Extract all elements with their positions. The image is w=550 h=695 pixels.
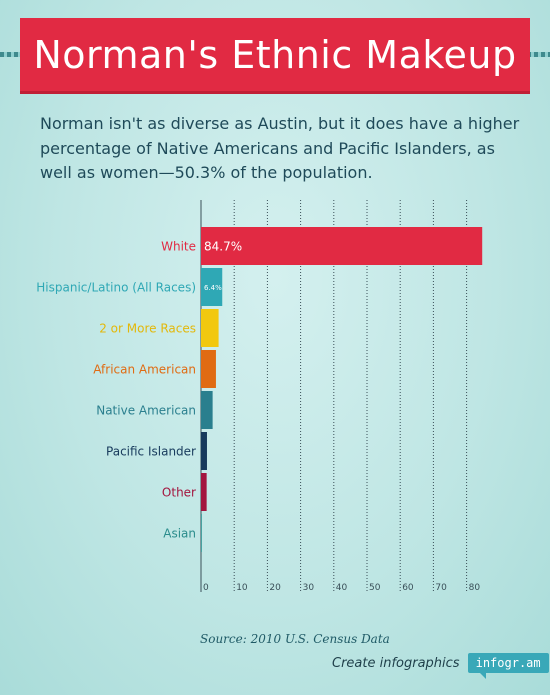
value-label: 6.4% (204, 284, 222, 292)
category-label: Pacific Islander (106, 445, 196, 459)
x-tick-label: 70 (435, 583, 447, 593)
intro-text: Norman isn't as diverse as Austin, but i… (40, 114, 520, 182)
bar (201, 432, 207, 470)
x-tick-label: 30 (303, 583, 315, 593)
title-banner: Norman's Ethnic Makeup (20, 18, 530, 91)
category-label: Asian (163, 527, 196, 541)
category-label: African American (93, 363, 196, 377)
x-tick-label: 40 (336, 583, 348, 593)
category-label: 2 or More Races (99, 322, 196, 336)
category-label: Other (162, 486, 196, 500)
category-label: White (161, 240, 196, 254)
x-tick-label: 10 (236, 583, 248, 593)
bar (201, 350, 216, 388)
value-label: 84.7% (204, 240, 242, 254)
x-tick-label: 0 (203, 583, 209, 593)
bar (201, 514, 202, 552)
source-note: Source: 2010 U.S. Census Data (200, 632, 390, 646)
bar (201, 268, 223, 306)
infogram-credit[interactable]: Create infographics infogr.am (332, 653, 549, 679)
category-label: Hispanic/Latino (All Races) (36, 281, 196, 295)
bar (201, 391, 213, 429)
page-title: Norman's Ethnic Makeup (33, 32, 517, 77)
credit-text: Create infographics (332, 655, 460, 671)
bar (201, 309, 219, 347)
bar (201, 473, 207, 511)
x-tick-label: 20 (269, 583, 281, 593)
infogram-badge[interactable]: infogr.am (467, 653, 549, 679)
x-tick-label: 60 (402, 583, 414, 593)
ethnic-makeup-bar-chart: White 84.7% Hispanic/Latino (All Races) 6.4… (36, 200, 483, 593)
category-label: Native American (96, 404, 196, 418)
bar (201, 227, 483, 265)
x-tick-label: 80 (469, 583, 481, 593)
x-tick-label: 50 (369, 583, 381, 593)
